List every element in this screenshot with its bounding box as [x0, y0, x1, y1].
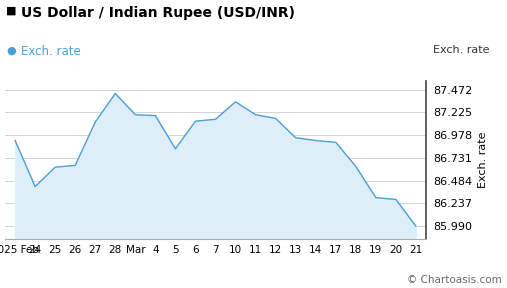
Text: ●: ●: [6, 46, 16, 56]
Text: US Dollar / Indian Rupee (USD/INR): US Dollar / Indian Rupee (USD/INR): [21, 6, 295, 20]
Text: Exch. rate: Exch. rate: [21, 45, 81, 58]
Text: © Chartoasis.com: © Chartoasis.com: [407, 275, 502, 285]
Text: ■: ■: [6, 6, 17, 16]
Text: Exch. rate: Exch. rate: [433, 45, 490, 55]
Y-axis label: Exch. rate: Exch. rate: [478, 132, 488, 188]
